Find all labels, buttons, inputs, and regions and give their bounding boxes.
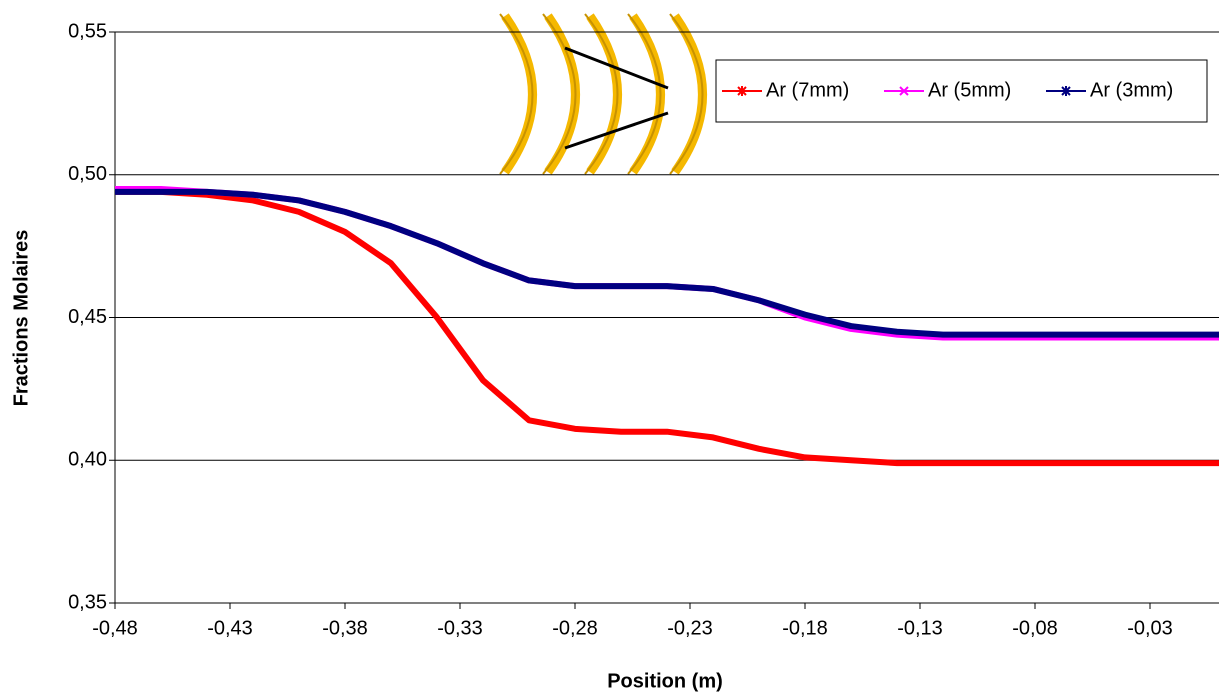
legend-box <box>715 59 1208 123</box>
x-tick-label: -0,03 <box>1127 617 1173 639</box>
y-tick-label: 0,35 <box>68 591 107 613</box>
x-tick-label: -0,43 <box>207 617 253 639</box>
x-tick-label: -0,13 <box>897 617 943 639</box>
y-tick-label: 0,50 <box>68 163 107 185</box>
legend-marker <box>737 86 747 96</box>
x-tick-label: -0,18 <box>782 617 828 639</box>
x-tick-label: -0,08 <box>1012 617 1058 639</box>
legend-label: Ar (7mm) <box>766 79 849 101</box>
y-tick-label: 0,45 <box>68 306 107 328</box>
series-line <box>115 188 1219 467</box>
x-tick-label: -0,38 <box>322 617 368 639</box>
series-line <box>115 186 1219 341</box>
x-axis-label: Position (m) <box>607 670 723 692</box>
y-axis-label: Fractions Molaires <box>10 230 32 407</box>
decoration <box>499 13 707 175</box>
legend-marker <box>899 86 909 96</box>
x-tick-label: -0,28 <box>552 617 598 639</box>
x-tick-label: -0,48 <box>92 617 138 639</box>
legend-label: Ar (5mm) <box>928 79 1011 101</box>
x-tick-label: -0,33 <box>437 617 483 639</box>
y-tick-label: 0,55 <box>68 20 107 42</box>
series-line <box>115 188 1219 338</box>
legend-marker <box>1061 86 1071 96</box>
y-tick-label: 0,40 <box>68 449 107 471</box>
x-tick-label: -0,23 <box>667 617 713 639</box>
legend-label: Ar (3mm) <box>1090 79 1173 101</box>
